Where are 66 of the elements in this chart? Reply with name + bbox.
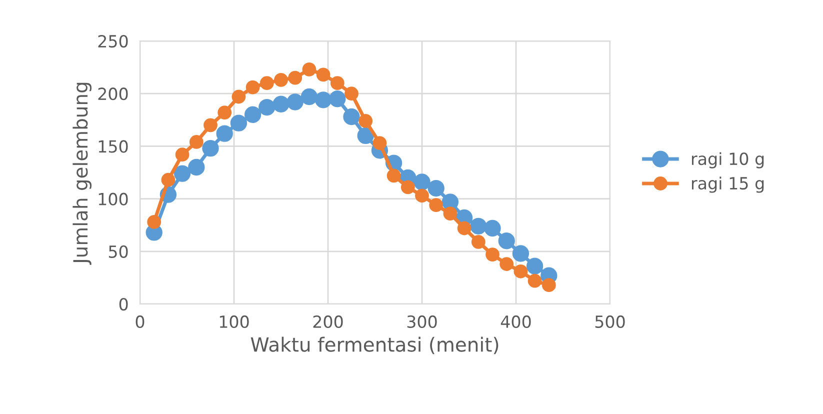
point [357, 127, 374, 144]
point [244, 106, 262, 123]
y-tick-label: 100 [98, 192, 128, 206]
point [500, 257, 514, 271]
point [429, 198, 444, 212]
point [484, 220, 501, 237]
x-tick-label: 400 [500, 315, 531, 328]
point [470, 218, 487, 234]
y-tick-label: 0 [119, 298, 128, 311]
y-tick-label: 200 [98, 88, 128, 100]
point [415, 188, 429, 203]
x-tick-label: 200 [313, 315, 343, 328]
point [302, 62, 316, 76]
x-tick-label: 300 [407, 315, 437, 328]
point [344, 86, 358, 101]
point [400, 180, 415, 194]
x-axis-title: Waktu fermentasi (menit) [250, 336, 498, 354]
point [232, 90, 246, 104]
x-tick-label: 0 [136, 315, 144, 328]
point [372, 136, 387, 150]
point [174, 165, 191, 182]
point [300, 88, 318, 106]
point [316, 68, 330, 82]
point [230, 114, 248, 132]
legend-label: ragi 10 g [692, 152, 764, 168]
point [428, 180, 444, 197]
point [498, 232, 515, 250]
point [386, 168, 401, 183]
point [512, 245, 530, 262]
point [471, 234, 486, 249]
point [288, 70, 302, 85]
point [272, 96, 290, 112]
point [161, 172, 176, 187]
point [542, 278, 556, 292]
point [526, 258, 544, 274]
point [216, 125, 233, 142]
point [528, 274, 542, 288]
point [274, 72, 288, 87]
point [175, 148, 190, 162]
point [204, 118, 218, 132]
point [260, 76, 274, 90]
point [330, 76, 344, 90]
point [202, 140, 219, 157]
point [189, 135, 204, 149]
point [147, 215, 162, 229]
point [218, 106, 232, 120]
point [414, 174, 430, 190]
point [286, 94, 304, 110]
point [314, 92, 332, 108]
legend-label: ragi 15 g [692, 176, 764, 193]
point [343, 108, 360, 126]
point [457, 221, 472, 236]
y-tick-label: 150 [98, 140, 128, 153]
point [258, 98, 276, 116]
y-tick-label: 250 [98, 34, 128, 48]
x-tick-label: 500 [595, 315, 625, 328]
point [443, 206, 458, 220]
point [246, 80, 260, 94]
point [188, 158, 205, 176]
point [329, 90, 346, 108]
x-tick-label: 100 [220, 315, 249, 328]
point [486, 248, 500, 262]
point [358, 114, 373, 128]
y-tick-label: 50 [108, 245, 128, 258]
y-axis-title: Jumlah gelembung [72, 82, 92, 265]
point [514, 264, 528, 278]
